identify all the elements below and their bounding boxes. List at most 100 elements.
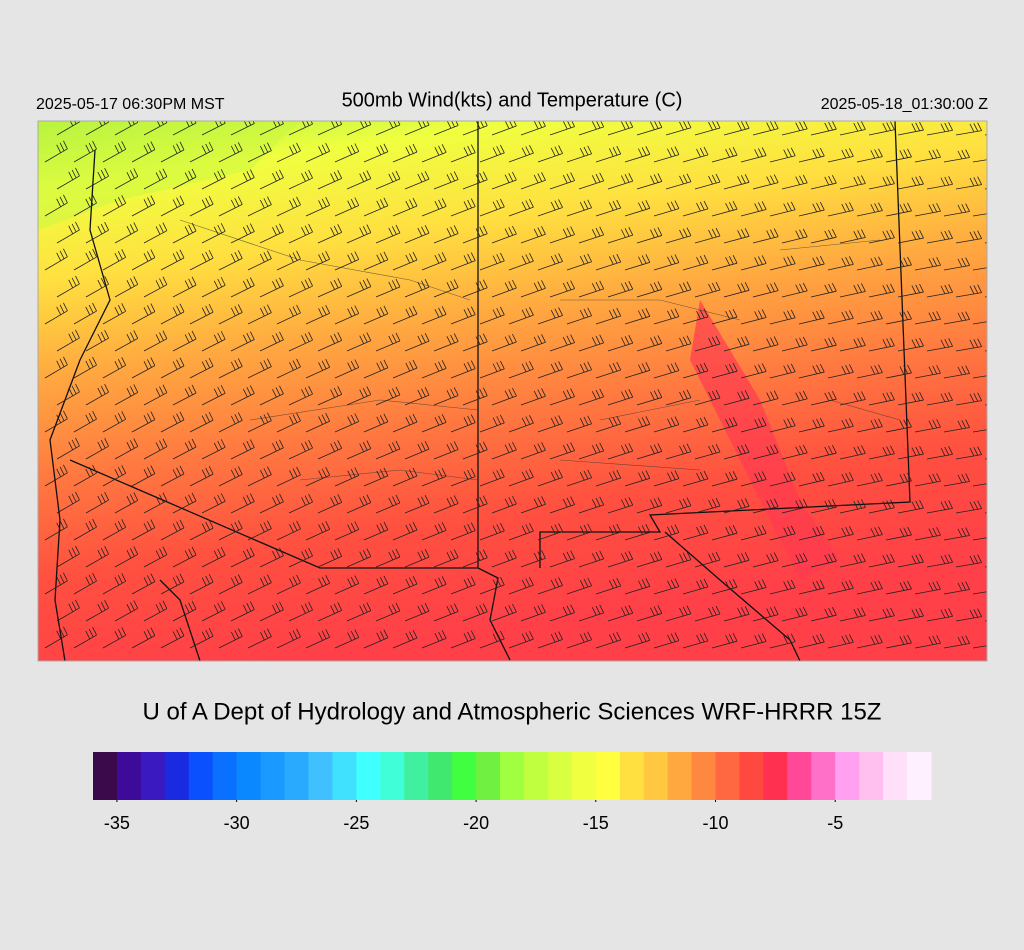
wind-barb	[160, 303, 185, 325]
wind-barb	[230, 169, 255, 190]
wind-barb	[201, 121, 226, 136]
wind-barb	[230, 121, 255, 136]
wind-barb	[450, 576, 476, 595]
wind-barb	[798, 363, 825, 379]
colorbar-tick-label: -10	[703, 813, 729, 833]
wind-barb	[421, 198, 447, 217]
wind-barb	[682, 416, 709, 433]
wind-barb	[549, 280, 575, 298]
wind-barb	[392, 359, 418, 379]
wind-barb	[868, 499, 895, 514]
wind-barb	[433, 387, 459, 406]
wind-barb	[926, 446, 953, 460]
wind-barb	[868, 121, 895, 136]
wind-barb	[114, 438, 139, 460]
wind-barb	[752, 552, 779, 568]
wind-barb	[404, 548, 430, 568]
wind-barb	[624, 200, 651, 217]
wind-barb	[839, 121, 866, 136]
wind-barb	[102, 357, 127, 379]
wind-barb	[636, 443, 663, 460]
wind-barb	[914, 257, 941, 271]
wind-barb	[73, 572, 97, 595]
wind-barb	[56, 121, 80, 136]
wind-barb	[317, 386, 343, 406]
wind-barb	[653, 146, 680, 163]
wind-barb	[624, 416, 651, 433]
wind-barb	[752, 121, 779, 136]
wind-barb	[537, 253, 563, 271]
wind-barb	[595, 199, 622, 217]
wind-barb	[189, 627, 214, 649]
wind-barb	[926, 176, 953, 190]
wind-barb	[462, 225, 488, 244]
wind-barb	[317, 278, 343, 298]
wind-barb	[665, 443, 692, 460]
wind-barb	[972, 205, 987, 217]
wind-barb	[201, 493, 226, 514]
wind-barb	[462, 121, 488, 136]
wind-barb	[607, 226, 634, 244]
wind-barb	[56, 437, 80, 460]
wind-barb	[160, 627, 185, 649]
wind-barb	[305, 197, 331, 217]
wind-barb	[723, 228, 750, 244]
wind-barb	[160, 573, 185, 595]
wind-barb	[566, 253, 593, 271]
wind-barb	[636, 173, 663, 190]
wind-barb	[450, 522, 476, 541]
wind-barb	[810, 445, 837, 460]
wind-barb	[508, 630, 534, 649]
wind-barb	[102, 465, 127, 487]
wind-barb	[740, 147, 767, 163]
wind-barb	[375, 548, 401, 568]
wind-barb	[508, 360, 534, 379]
wind-barb	[450, 198, 476, 217]
wind-barb	[73, 302, 97, 325]
wind-barb	[479, 522, 505, 541]
wind-barb	[346, 440, 372, 460]
wind-barb	[984, 242, 987, 244]
wind-barb	[537, 199, 563, 217]
wind-barb	[508, 468, 534, 487]
wind-barb	[537, 145, 563, 163]
wind-barb	[85, 168, 109, 190]
wind-barb	[276, 520, 301, 541]
wind-barb	[479, 468, 505, 487]
wind-barb	[723, 444, 750, 460]
wind-barb	[160, 141, 185, 163]
wind-barb	[607, 550, 634, 568]
wind-barb	[914, 419, 941, 433]
wind-barb	[578, 334, 605, 352]
wind-barb	[247, 466, 272, 487]
wind-barb	[537, 415, 563, 433]
wind-barb	[682, 308, 709, 325]
wind-barb	[520, 334, 546, 352]
wind-barb	[769, 579, 796, 595]
wind-barb	[972, 583, 987, 595]
wind-barb	[102, 411, 127, 433]
wind-barb	[346, 224, 372, 244]
wind-barb	[868, 553, 895, 568]
wind-barb	[914, 581, 941, 595]
valid-utc: 2025-05-18_01:30:00 Z	[821, 96, 988, 113]
wind-barb	[114, 492, 139, 514]
wind-barb	[537, 631, 563, 649]
wind-barb	[131, 411, 156, 433]
wind-barb	[363, 629, 389, 649]
wind-barb	[230, 277, 255, 298]
wind-barb	[131, 357, 156, 379]
wind-barb	[102, 195, 127, 217]
wind-barb	[346, 494, 372, 514]
wind-barb	[363, 467, 389, 487]
wind-barb	[607, 496, 634, 514]
wind-barb	[624, 146, 651, 163]
wind-barb	[682, 470, 709, 487]
wind-barb	[694, 551, 721, 568]
wind-barb	[578, 172, 605, 190]
wind-barb	[636, 335, 663, 352]
wind-barb	[491, 495, 517, 514]
wind-barb	[897, 445, 924, 460]
wind-barb	[752, 606, 779, 622]
wind-barb	[856, 526, 883, 541]
